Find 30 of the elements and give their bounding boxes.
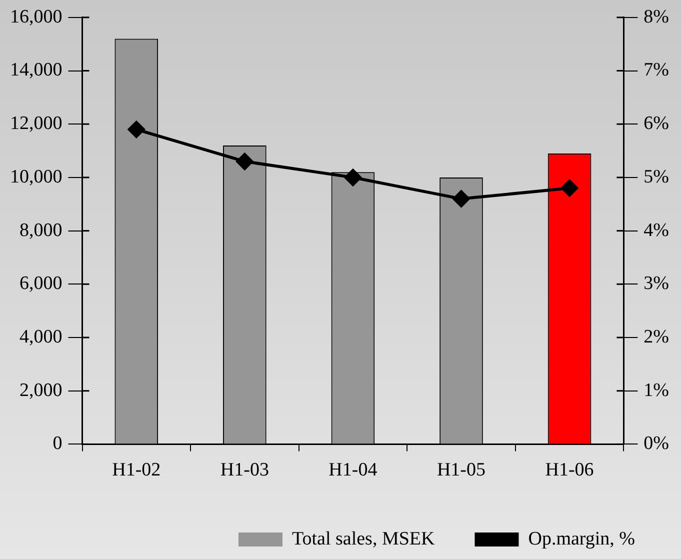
y-tick-label: 6,000 — [20, 273, 62, 294]
y-tick-label: 10,000 — [10, 166, 62, 188]
y-tick-label: 2,000 — [20, 380, 62, 401]
point — [236, 152, 254, 170]
y2-tick-label: 6% — [644, 113, 670, 134]
point — [452, 190, 470, 208]
y2-tick-label: 1% — [644, 380, 670, 401]
y2-tick-label: 0% — [644, 433, 670, 454]
point — [128, 120, 145, 138]
legend-label: Total sales, MSEK — [292, 528, 436, 550]
y-tick-label: 8,000 — [20, 220, 62, 241]
y2-tick-label: 4% — [644, 220, 670, 241]
x-tick-label: H1-03 — [220, 460, 269, 481]
point — [344, 168, 362, 186]
y-tick-label: 4,000 — [20, 326, 62, 348]
y2-tick-label: 5% — [644, 166, 670, 188]
x-tick-label: H1-02 — [112, 460, 161, 481]
x-tick-label: H1-04 — [328, 460, 378, 481]
legend-label: Op.margin, % — [528, 528, 636, 550]
y2-tick-label: 7% — [644, 60, 670, 81]
y-tick-label: 16,000 — [10, 6, 62, 28]
y-tick-label: 12,000 — [10, 113, 62, 134]
y-tick-label: 0 — [52, 433, 62, 454]
point — [561, 180, 578, 197]
x-tick-label: H1-06 — [545, 460, 594, 481]
y2-tick-label: 3% — [644, 273, 670, 294]
y2-tick-label: 2% — [644, 326, 670, 348]
x-tick-label: H1-05 — [436, 460, 486, 481]
y-tick-label: 14,000 — [10, 60, 62, 81]
y2-tick-label: 8% — [644, 6, 670, 28]
